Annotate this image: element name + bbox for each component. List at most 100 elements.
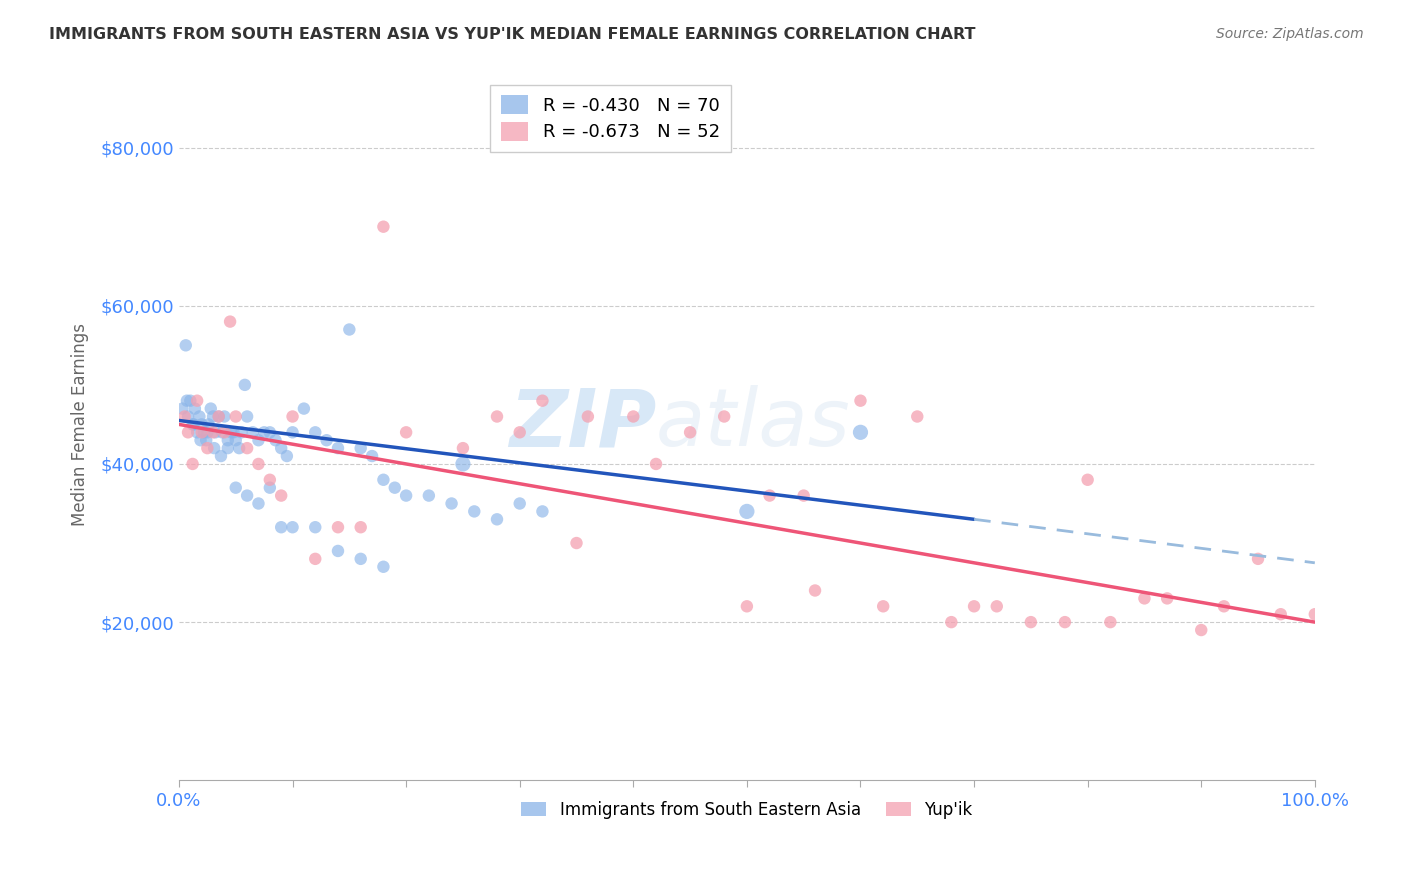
Point [172,401,194,416]
Text: IMMIGRANTS FROM SOUTH EASTERN ASIA VS YUP'IK MEDIAN FEMALE EARNINGS CORRELATION : IMMIGRANTS FROM SOUTH EASTERN ASIA VS YU… [49,27,976,42]
Text: Source: ZipAtlas.com: Source: ZipAtlas.com [1216,27,1364,41]
Point [281,409,304,424]
Point [202,441,225,455]
Point [270,441,292,455]
Point [219,425,242,440]
Point [1053,615,1076,629]
Point [217,441,239,455]
Point [576,409,599,424]
Point [531,393,554,408]
Point [395,425,418,440]
Point [208,409,231,424]
Y-axis label: Median Female Earnings: Median Female Earnings [72,323,89,526]
Point [188,409,211,424]
Point [219,315,242,329]
Point [259,473,281,487]
Point [200,401,222,416]
Point [281,425,304,440]
Point [214,425,236,440]
Point [214,409,236,424]
Point [679,425,702,440]
Point [259,481,281,495]
Point [193,425,215,440]
Point [281,520,304,534]
Point [418,489,440,503]
Point [337,322,360,336]
Point [941,615,963,629]
Point [179,393,201,408]
Point [190,434,212,448]
Point [373,559,395,574]
Point [1189,623,1212,637]
Point [177,409,200,424]
Point [849,425,872,440]
Text: ZIP: ZIP [509,385,657,464]
Point [195,441,218,455]
Point [1270,607,1292,622]
Point [509,496,531,510]
Point [1077,473,1099,487]
Point [233,377,256,392]
Point [181,417,204,432]
Point [242,425,264,440]
Point [202,425,225,440]
Point [236,489,259,503]
Point [621,409,644,424]
Point [1019,615,1042,629]
Point [292,401,315,416]
Point [451,441,474,455]
Point [326,520,349,534]
Point [350,520,373,534]
Point [304,425,326,440]
Point [849,393,872,408]
Point [247,434,270,448]
Point [173,409,195,424]
Point [350,552,373,566]
Point [236,441,259,455]
Point [304,520,326,534]
Point [222,425,245,440]
Point [384,481,406,495]
Point [986,599,1008,614]
Point [758,489,780,503]
Point [304,552,326,566]
Point [326,544,349,558]
Point [195,434,218,448]
Point [373,473,395,487]
Point [264,434,287,448]
Point [963,599,986,614]
Point [186,393,208,408]
Point [270,520,292,534]
Point [231,425,253,440]
Point [451,457,474,471]
Point [197,417,219,432]
Point [225,409,247,424]
Point [276,449,298,463]
Point [315,434,337,448]
Point [247,496,270,510]
Point [181,457,204,471]
Point [1099,615,1122,629]
Point [565,536,588,550]
Point [259,425,281,440]
Point [905,409,928,424]
Point [177,425,200,440]
Point [735,504,758,518]
Point [531,504,554,518]
Point [247,457,270,471]
Point [253,425,276,440]
Point [1133,591,1156,606]
Point [463,504,485,518]
Point [270,489,292,503]
Point [1213,599,1236,614]
Point [326,441,349,455]
Legend: Immigrants from South Eastern Asia, Yup'ik: Immigrants from South Eastern Asia, Yup'… [515,794,979,825]
Point [204,425,226,440]
Point [209,449,232,463]
Point [236,409,259,424]
Point [186,425,208,440]
Point [373,219,395,234]
Point [202,409,225,424]
Point [190,417,212,432]
Point [485,512,508,526]
